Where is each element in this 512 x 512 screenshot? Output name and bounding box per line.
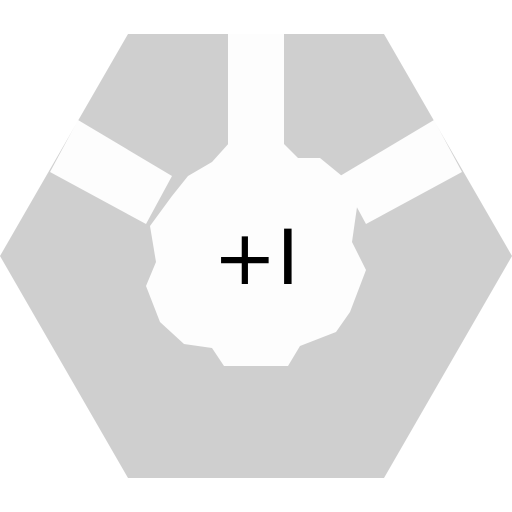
left-channel [50,120,172,224]
right-channel [340,120,462,224]
plus-i-label: +I [213,213,299,302]
top-channel [228,34,284,150]
center-plate [146,142,366,366]
